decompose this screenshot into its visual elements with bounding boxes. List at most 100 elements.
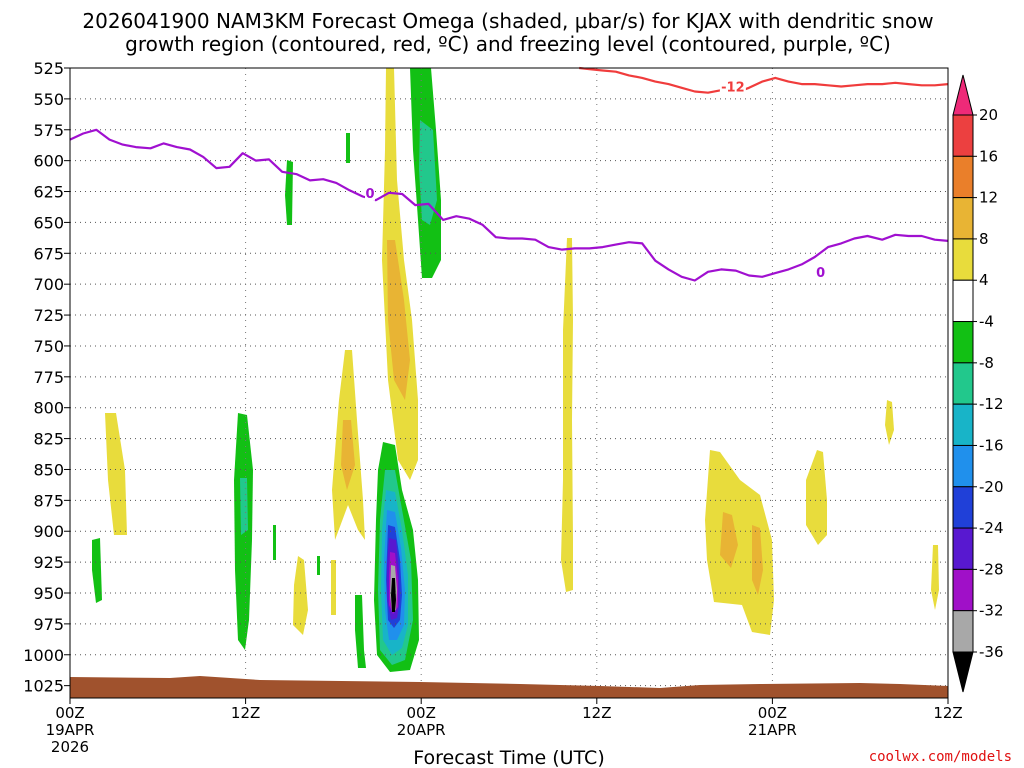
y-tick-label-575: 575 bbox=[33, 121, 64, 140]
omega-region-11 bbox=[341, 420, 355, 490]
y-tick-label-600: 600 bbox=[33, 152, 64, 171]
y-tick-label-625: 625 bbox=[33, 183, 64, 202]
omega-region-6 bbox=[346, 133, 350, 163]
freezing-level-label-0: 0 bbox=[365, 187, 374, 202]
omega-region-9 bbox=[293, 556, 308, 635]
colorbar-swatch-4 bbox=[952, 238, 974, 281]
x-tick-label-2: 00Z bbox=[407, 704, 436, 722]
omega-shading-layer bbox=[92, 68, 939, 672]
y-tick-label-525: 525 bbox=[33, 59, 64, 78]
y-tick-label-750: 750 bbox=[33, 337, 64, 356]
y-axis-pressure: 525 550 575 600 625 650 675 700 725 750 775 800 825 8… bbox=[23, 59, 70, 696]
y-tick-label-800: 800 bbox=[33, 399, 64, 418]
omega-colorbar: 20 16 12 8 4 -4 -8 -12 -16 -20 -24 -28 -32 -36 bbox=[952, 74, 1004, 693]
omega-region-33 bbox=[931, 545, 939, 610]
terrain-fill bbox=[70, 676, 948, 698]
freezing-label-bg-0 bbox=[364, 183, 375, 201]
colorbar-swatch-6 bbox=[952, 321, 974, 364]
omega-region-2 bbox=[92, 538, 102, 603]
omega-region-15 bbox=[387, 240, 410, 400]
y-tick-label-875: 875 bbox=[33, 491, 64, 510]
colorbar-swatch-12 bbox=[952, 568, 974, 612]
y-tick-label-725: 725 bbox=[33, 306, 64, 325]
colorbar-label-7: -12 bbox=[979, 395, 1004, 413]
contour-line-0 bbox=[69, 128, 949, 282]
colorbar-label-9: -20 bbox=[979, 478, 1004, 496]
grid-lines bbox=[70, 68, 948, 698]
x-tick-date-2: 20APR bbox=[397, 721, 446, 739]
colorbar-label-4: 4 bbox=[979, 271, 989, 289]
omega-region-8 bbox=[317, 556, 320, 575]
colorbar-swatch-2 bbox=[952, 155, 974, 199]
x-tick-label-0: 00Z bbox=[55, 704, 84, 722]
omega-region-4 bbox=[240, 478, 248, 535]
omega-region-27 bbox=[561, 238, 573, 592]
x-tick-label-3: 12Z bbox=[582, 704, 611, 722]
y-tick-label-900: 900 bbox=[33, 522, 64, 541]
colorbar-swatch-5 bbox=[952, 279, 974, 323]
ground-terrain bbox=[70, 676, 948, 698]
colorbar-swatch-1 bbox=[952, 114, 974, 157]
colorbar-label-1: 16 bbox=[979, 147, 998, 165]
omega-region-1 bbox=[105, 413, 127, 535]
y-tick-label-700: 700 bbox=[33, 275, 64, 294]
y-tick-label-950: 950 bbox=[33, 584, 64, 603]
x-tick-year-0: 2026 bbox=[51, 738, 89, 756]
colorbar-label-2: 12 bbox=[979, 189, 998, 207]
y-tick-label-550: 550 bbox=[33, 90, 64, 109]
y-tick-label-775: 775 bbox=[33, 368, 64, 387]
colorbar-label-11: -28 bbox=[979, 560, 1004, 578]
omega-region-29 bbox=[720, 512, 738, 568]
y-tick-label-1025: 1025 bbox=[23, 677, 64, 696]
omega-region-26 bbox=[391, 578, 396, 612]
omega-region-31 bbox=[806, 450, 827, 545]
colorbar-label-6: -8 bbox=[979, 354, 994, 372]
y-tick-label-675: 675 bbox=[33, 244, 64, 263]
omega-region-30 bbox=[752, 525, 763, 595]
y-tick-label-925: 925 bbox=[33, 553, 64, 572]
y-tick-label-650: 650 bbox=[33, 213, 64, 232]
colorbar-swatch-3 bbox=[952, 197, 974, 240]
colorbar-label-8: -16 bbox=[979, 436, 1004, 454]
colorbar-label-3: 8 bbox=[979, 230, 989, 248]
colorbar-label-12: -32 bbox=[979, 602, 1004, 620]
colorbar-swatch-9 bbox=[952, 444, 974, 488]
freezing-label-bg-1 bbox=[815, 262, 826, 280]
chart-title-line2: growth region (contoured, red, ºC) and f… bbox=[125, 32, 891, 56]
y-tick-label-1000: 1000 bbox=[23, 646, 64, 665]
colorbar-swatch-8 bbox=[952, 403, 974, 446]
omega-region-28 bbox=[705, 450, 774, 635]
omega-region-7 bbox=[273, 525, 276, 560]
colorbar-bottom-arrow bbox=[952, 651, 974, 693]
colorbar-swatch-10 bbox=[952, 486, 974, 529]
x-tick-label-4: 00Z bbox=[758, 704, 787, 722]
x-tick-label-5: 12Z bbox=[933, 704, 962, 722]
omega-region-17 bbox=[419, 120, 437, 225]
omega-region-12 bbox=[331, 560, 336, 615]
y-tick-label-850: 850 bbox=[33, 460, 64, 479]
omega-region-32 bbox=[885, 400, 894, 445]
x-tick-date-4: 21APR bbox=[748, 721, 797, 739]
x-tick-date-0: 19APR bbox=[46, 721, 95, 739]
y-tick-label-825: 825 bbox=[33, 430, 64, 449]
x-tick-label-1: 12Z bbox=[231, 704, 260, 722]
colorbar-swatch-11 bbox=[952, 527, 974, 570]
contour-line-1 bbox=[579, 66, 949, 94]
dgz-label-bg bbox=[719, 77, 746, 95]
site-credit: coolwx.com/models bbox=[869, 749, 1012, 765]
colorbar-label-13: -36 bbox=[979, 643, 1004, 661]
colorbar-swatch-13 bbox=[952, 610, 974, 653]
colorbar-label-0: 20 bbox=[979, 106, 998, 124]
colorbar-label-10: -24 bbox=[979, 519, 1004, 537]
omega-region-13 bbox=[355, 595, 366, 668]
y-tick-label-975: 975 bbox=[33, 615, 64, 634]
omega-region-5 bbox=[285, 160, 293, 225]
colorbar-swatch-7 bbox=[952, 362, 974, 405]
colorbar-top-arrow bbox=[952, 74, 974, 116]
colorbar-label-5: -4 bbox=[979, 313, 994, 331]
plot-frame bbox=[69, 67, 949, 699]
contour-lines: 0 0 -12 bbox=[69, 66, 949, 282]
chart-title-line1: 2026041900 NAM3KM Forecast Omega (shaded… bbox=[82, 9, 933, 33]
